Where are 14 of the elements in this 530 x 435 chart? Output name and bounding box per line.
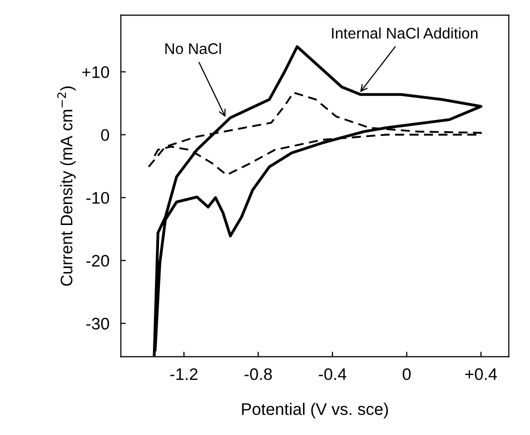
annotation: Internal NaCl Addition: [332, 27, 478, 39]
x-tick-label: -1.2: [170, 368, 198, 380]
y-tick-label: +10: [82, 66, 110, 78]
y-tick-label: -30: [86, 318, 110, 330]
y-tick-label: -20: [86, 254, 110, 267]
y-axis-title: Current Density (mA cm$^{−2}$): [57, 86, 76, 286]
y-tick-label: -10: [86, 192, 110, 204]
x-tick-label: -0.4: [318, 368, 346, 380]
x-tick-label: +0.4: [465, 368, 497, 380]
x-axis-title: Potential (V vs. sce): [242, 402, 388, 418]
y-tick-label: 0: [101, 129, 110, 141]
x-tick-label: -0.8: [244, 368, 272, 380]
annotation: No NaCl: [165, 42, 221, 54]
x-tick-label: 0: [402, 368, 411, 380]
